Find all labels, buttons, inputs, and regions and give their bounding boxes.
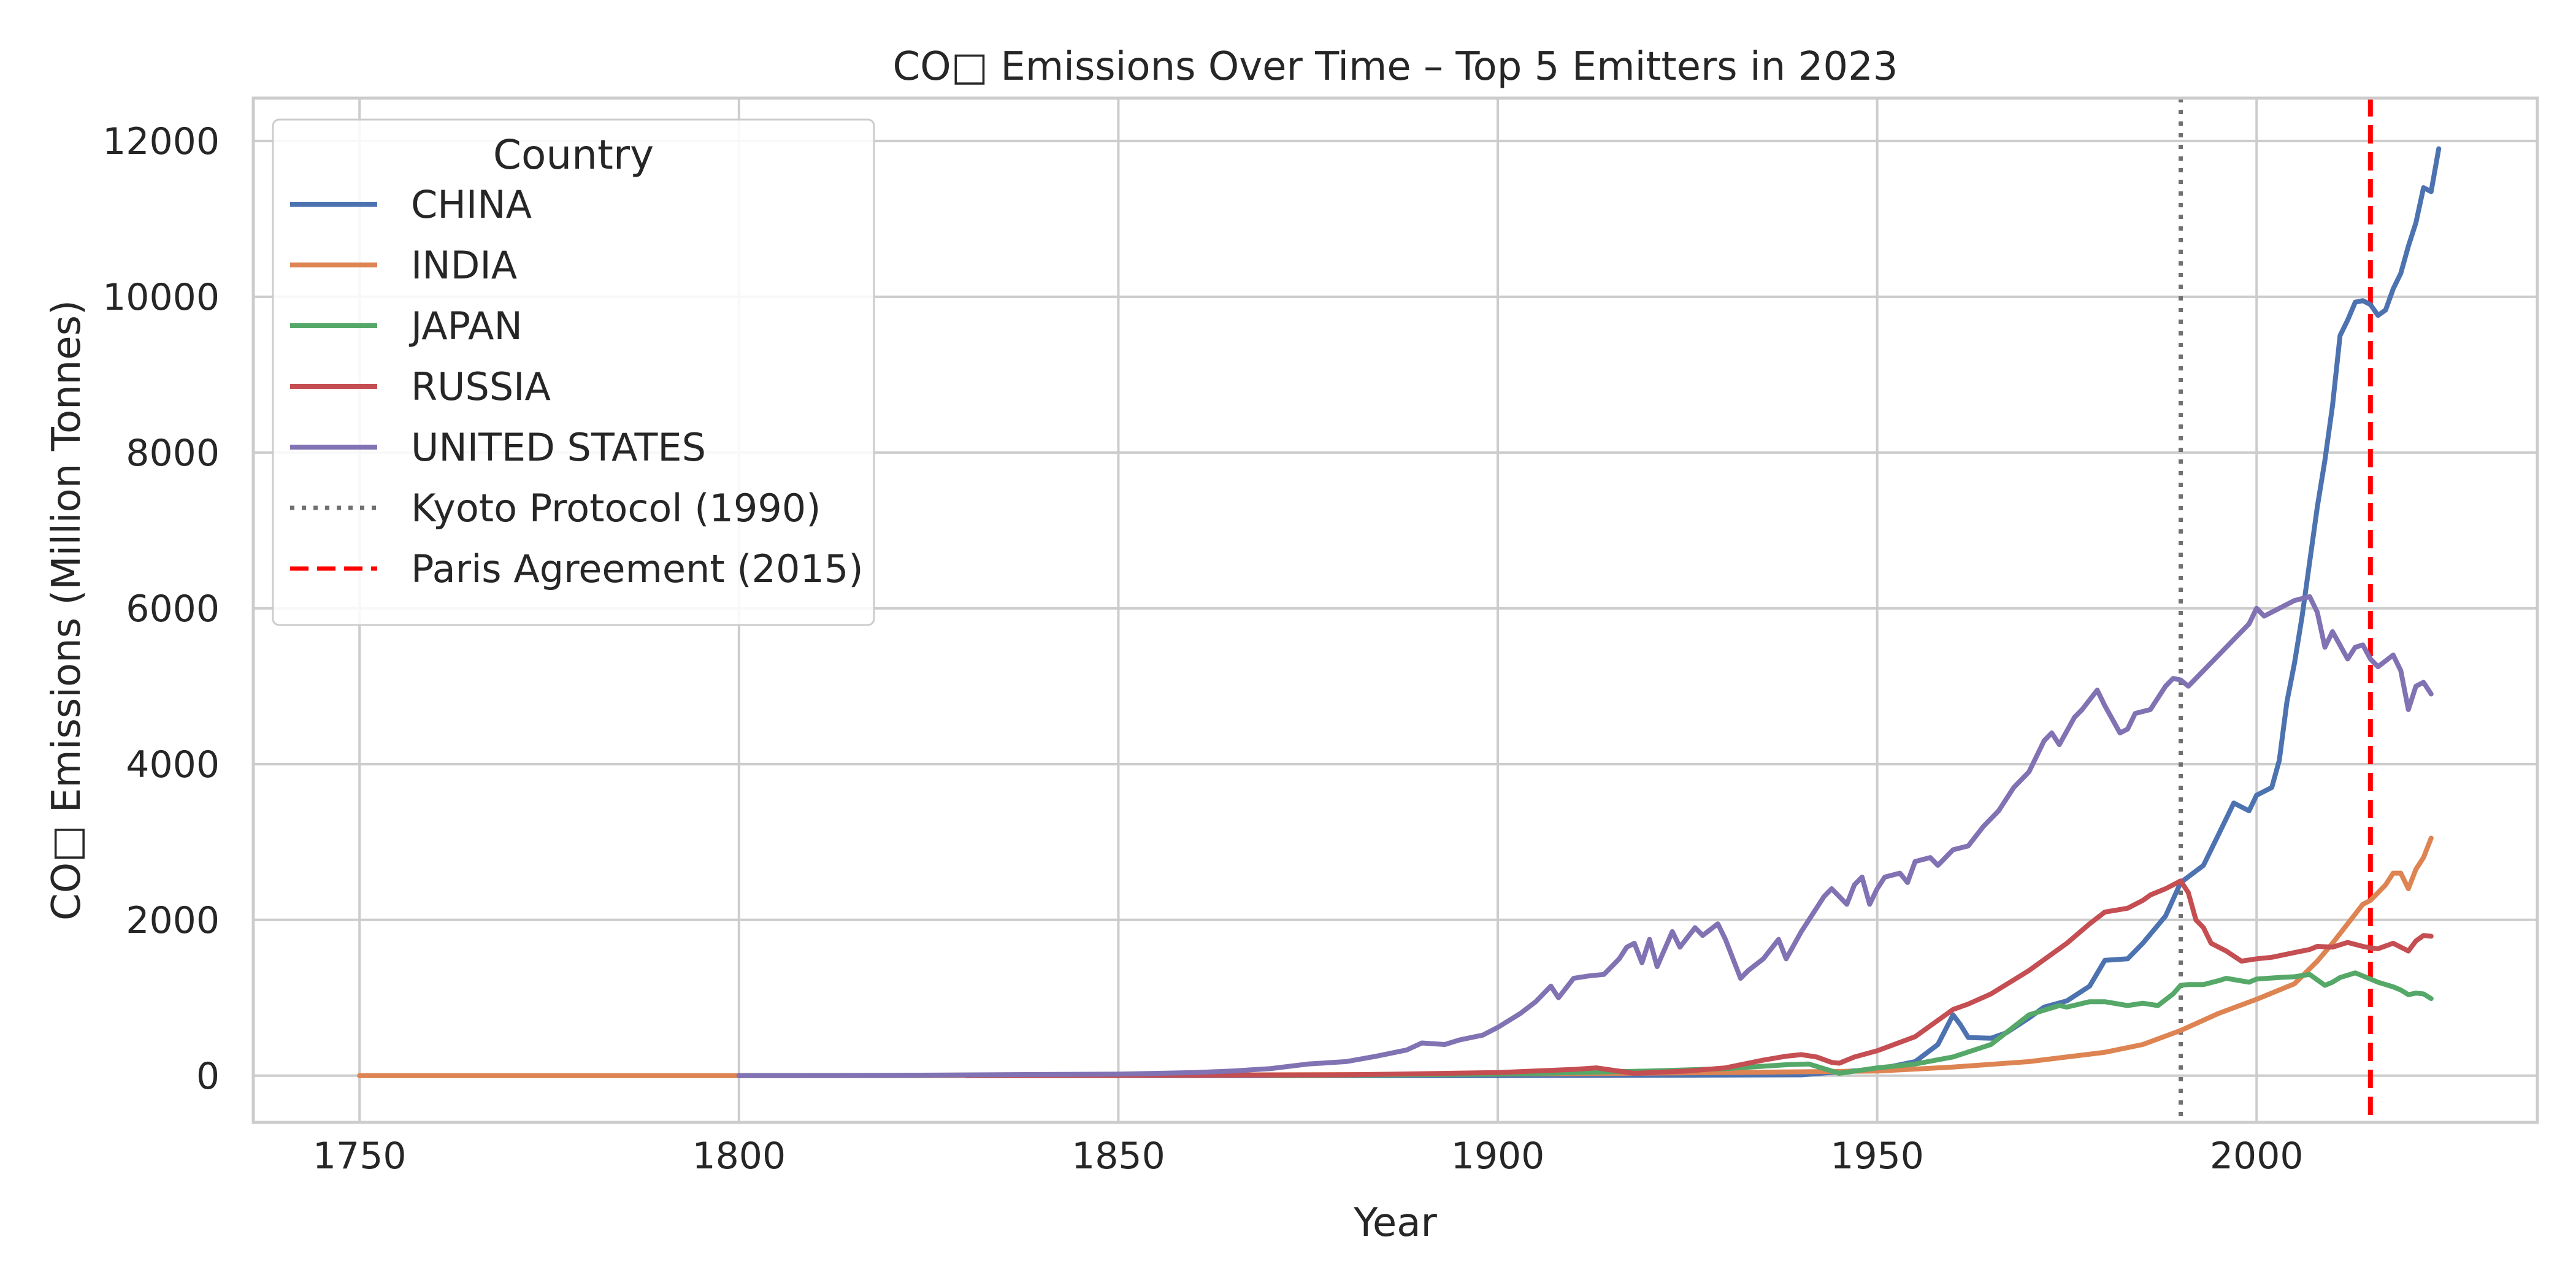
legend-label: INDIA bbox=[411, 243, 517, 288]
legend-label: JAPAN bbox=[408, 304, 523, 348]
legend-title: Country bbox=[493, 131, 654, 178]
tick-labels: 1750 1800 1850 1900 1950 2000 0 2000 4000 6000 800… bbox=[102, 120, 2303, 1178]
y-tick-label: 12000 bbox=[102, 120, 220, 163]
x-tick-label: 1850 bbox=[1071, 1135, 1165, 1178]
reference-lines bbox=[2179, 98, 2373, 1122]
series-line bbox=[357, 835, 2434, 1078]
legend-label: CHINA bbox=[411, 182, 532, 227]
y-tick-label: 10000 bbox=[102, 276, 220, 319]
series-line bbox=[736, 146, 2442, 1078]
y-tick-label: 4000 bbox=[126, 743, 220, 786]
x-tick-label: 2000 bbox=[2210, 1135, 2304, 1178]
legend: Country CHINA INDIA JAPAN RUSSIA UNITED STAT… bbox=[272, 118, 875, 626]
legend-items: CHINA INDIA JAPAN RUSSIA UNITED STATES Kyoto … bbox=[290, 182, 864, 591]
series-line bbox=[1267, 970, 2434, 1078]
y-tick-label: 2000 bbox=[126, 899, 220, 942]
y-tick-label: 6000 bbox=[126, 588, 220, 631]
legend-label: Paris Agreement (2015) bbox=[411, 546, 864, 591]
legend-label: UNITED STATES bbox=[411, 425, 706, 470]
series-lines bbox=[357, 146, 2442, 1078]
x-tick-label: 1900 bbox=[1451, 1135, 1545, 1178]
legend-box bbox=[272, 118, 875, 626]
plot-frame bbox=[251, 96, 2539, 1124]
series-line bbox=[736, 594, 2434, 1078]
legend-label: Kyoto Protocol (1990) bbox=[411, 486, 821, 531]
y-axis-label: CO□ Emissions (Million Tonnes) bbox=[44, 300, 90, 921]
grid bbox=[253, 98, 2537, 1122]
series-line bbox=[964, 878, 2434, 1078]
x-tick-label: 1750 bbox=[313, 1135, 407, 1178]
y-tick-label: 0 bbox=[196, 1055, 220, 1098]
x-axis-label: Year bbox=[1353, 1200, 1437, 1246]
x-tick-label: 1800 bbox=[692, 1135, 786, 1178]
y-tick-label: 8000 bbox=[126, 432, 220, 475]
x-tick-label: 1950 bbox=[1830, 1135, 1924, 1178]
legend-label: RUSSIA bbox=[411, 364, 551, 409]
chart-title: CO□ Emissions Over Time – Top 5 Emitters… bbox=[893, 44, 1898, 90]
